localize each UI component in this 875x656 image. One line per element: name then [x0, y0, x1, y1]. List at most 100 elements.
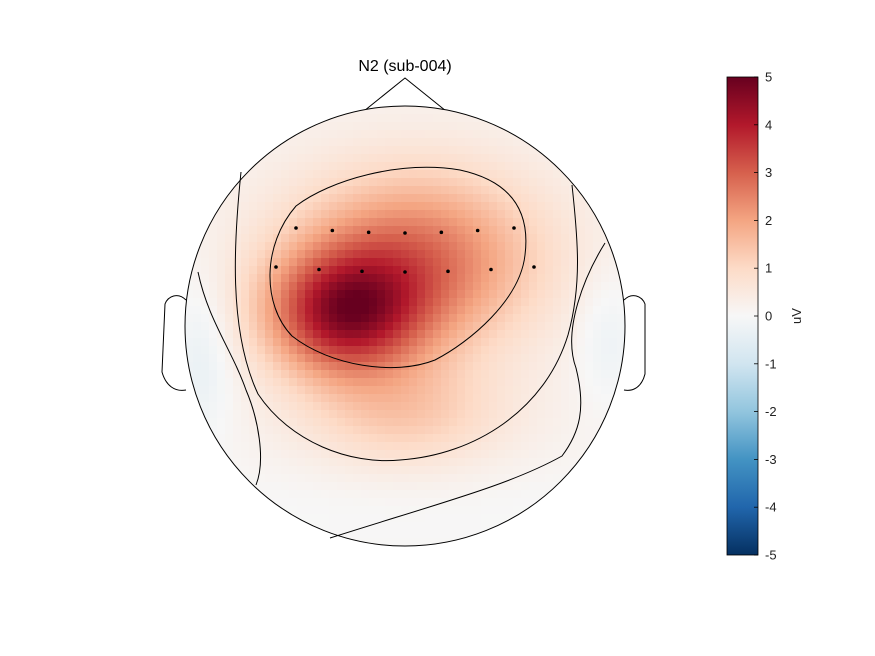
field-cell: [561, 482, 570, 491]
field-cell: [529, 298, 538, 307]
field-cell: [577, 290, 586, 299]
field-cell: [513, 274, 522, 283]
field-cell: [257, 258, 266, 267]
field-cell: [201, 394, 210, 403]
field-cell: [433, 258, 442, 267]
field-cell: [281, 130, 290, 139]
field-cell: [537, 354, 546, 363]
field-cell: [233, 266, 242, 275]
field-cell: [289, 218, 298, 227]
field-cell: [505, 482, 514, 491]
field-cell: [345, 170, 354, 179]
field-cell: [289, 242, 298, 251]
field-cell: [185, 290, 194, 299]
field-cell: [329, 138, 338, 147]
field-cell: [465, 322, 474, 331]
field-cell: [201, 306, 210, 315]
field-cell: [441, 426, 450, 435]
field-cell: [497, 138, 506, 147]
field-cell: [529, 482, 538, 491]
field-cell: [329, 426, 338, 435]
field-cell: [409, 250, 418, 259]
field-cell: [449, 522, 458, 531]
field-cell: [241, 402, 250, 411]
field-cell: [209, 218, 218, 227]
field-cell: [369, 218, 378, 227]
field-cell: [353, 162, 362, 171]
field-cell: [497, 450, 506, 459]
field-cell: [521, 234, 530, 243]
field-cell: [417, 210, 426, 219]
field-cell: [457, 530, 466, 539]
field-cell: [329, 250, 338, 259]
field-cell: [249, 226, 258, 235]
field-cell: [385, 338, 394, 347]
field-cell: [529, 258, 538, 267]
field-cell: [521, 194, 530, 203]
field-cell: [401, 226, 410, 235]
field-cell: [385, 122, 394, 131]
field-cell: [353, 514, 362, 523]
field-cell: [385, 362, 394, 371]
field-cell: [473, 162, 482, 171]
field-cell: [529, 322, 538, 331]
field-cell: [593, 306, 602, 315]
field-cell: [545, 354, 554, 363]
field-cell: [217, 234, 226, 243]
field-cell: [265, 482, 274, 491]
field-cell: [369, 538, 378, 546]
field-cell: [305, 186, 314, 195]
field-cell: [193, 410, 202, 419]
field-cell: [553, 322, 562, 331]
field-cell: [281, 514, 290, 523]
field-cell: [353, 522, 362, 531]
field-cell: [601, 250, 610, 259]
field-cell: [401, 466, 410, 475]
field-cell: [321, 482, 330, 491]
field-cell: [561, 314, 570, 323]
field-cell: [537, 442, 546, 451]
field-cell: [417, 370, 426, 379]
field-cell: [425, 306, 434, 315]
field-cell: [617, 274, 625, 283]
field-cell: [409, 466, 418, 475]
field-cell: [433, 442, 442, 451]
field-cell: [329, 298, 338, 307]
field-cell: [505, 418, 514, 427]
field-cell: [425, 466, 434, 475]
field-cell: [265, 306, 274, 315]
field-cell: [505, 122, 514, 131]
field-cell: [521, 202, 530, 211]
field-cell: [505, 330, 514, 339]
field-cell: [425, 146, 434, 155]
field-cell: [377, 458, 386, 467]
field-cell: [401, 378, 410, 387]
field-cell: [225, 258, 234, 267]
field-cell: [617, 314, 625, 323]
field-cell: [265, 242, 274, 251]
field-cell: [209, 378, 218, 387]
field-cell: [305, 378, 314, 387]
field-cell: [321, 498, 330, 507]
field-cell: [465, 162, 474, 171]
field-cell: [353, 266, 362, 275]
field-cell: [241, 186, 250, 195]
field-cell: [345, 138, 354, 147]
field-cell: [337, 234, 346, 243]
field-cell: [473, 178, 482, 187]
field-cell: [489, 354, 498, 363]
field-cell: [537, 162, 546, 171]
field-cell: [561, 306, 570, 315]
field-cell: [433, 506, 442, 515]
field-cell: [585, 298, 594, 307]
field-cell: [265, 202, 274, 211]
field-cell: [481, 178, 490, 187]
field-cell: [441, 170, 450, 179]
field-cell: [553, 154, 562, 163]
field-cell: [489, 522, 498, 531]
field-cell: [457, 370, 466, 379]
field-cell: [281, 378, 290, 387]
field-cell: [601, 410, 610, 419]
field-cell: [569, 178, 578, 187]
